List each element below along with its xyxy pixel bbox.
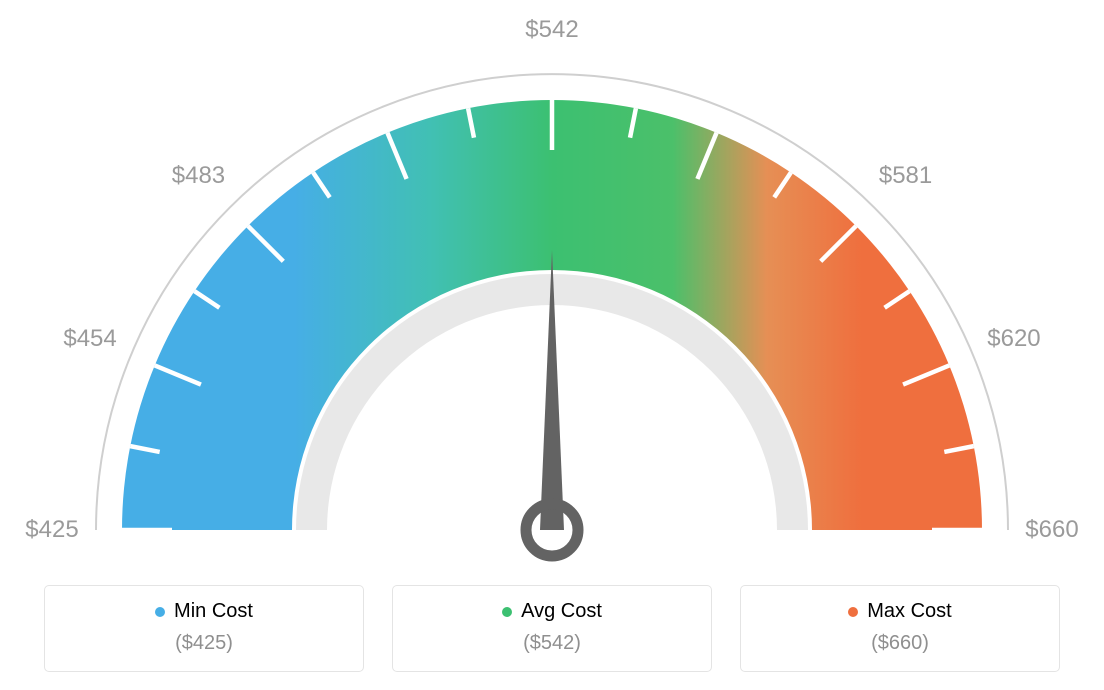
legend-value-avg: ($542) <box>403 632 701 655</box>
dot-icon <box>502 607 512 617</box>
legend-row: Min Cost ($425) Avg Cost ($542) Max Cost… <box>0 585 1104 672</box>
gauge-tick-label: $425 <box>25 516 78 544</box>
dot-icon <box>848 607 858 617</box>
dot-icon <box>155 607 165 617</box>
legend-title-max: Max Cost <box>848 600 951 623</box>
legend-label: Min Cost <box>174 600 253 623</box>
gauge-tick-label: $542 <box>525 16 578 44</box>
gauge-svg <box>0 0 1104 570</box>
gauge-tick-label: $483 <box>172 162 225 190</box>
legend-label: Max Cost <box>867 600 951 623</box>
legend-title-min: Min Cost <box>155 600 253 623</box>
legend-card-max: Max Cost ($660) <box>740 585 1060 672</box>
cost-gauge: $425 $454 $483 $542 $581 $620 $660 <box>0 0 1104 570</box>
gauge-tick-label: $620 <box>987 325 1040 353</box>
legend-card-min: Min Cost ($425) <box>44 585 364 672</box>
legend-value-max: ($660) <box>751 632 1049 655</box>
legend-value-min: ($425) <box>55 632 353 655</box>
gauge-tick-label: $581 <box>879 162 932 190</box>
gauge-tick-label: $660 <box>1025 516 1078 544</box>
gauge-tick-label: $454 <box>63 325 116 353</box>
legend-card-avg: Avg Cost ($542) <box>392 585 712 672</box>
legend-label: Avg Cost <box>521 600 602 623</box>
legend-title-avg: Avg Cost <box>502 600 602 623</box>
